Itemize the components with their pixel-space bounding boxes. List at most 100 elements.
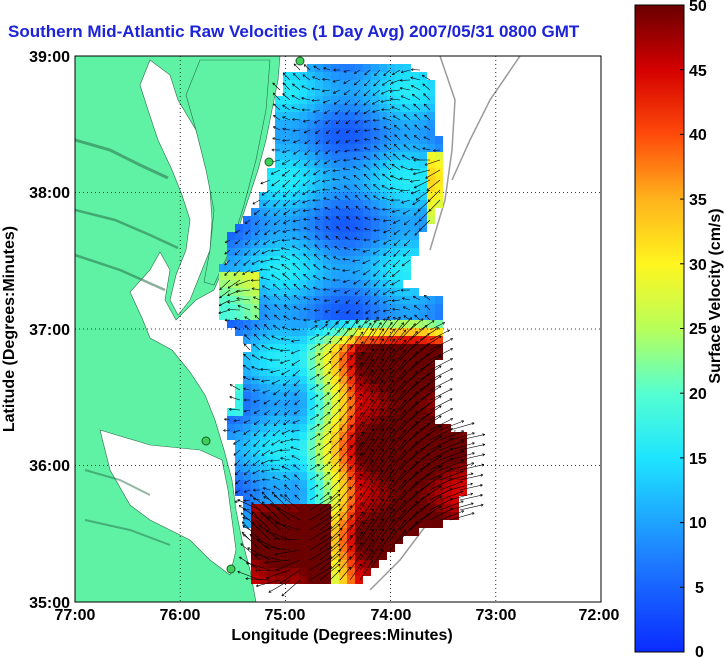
velocity-arrow-head (316, 494, 319, 498)
velocity-cell (363, 152, 371, 160)
velocity-arrow (292, 189, 301, 197)
velocity-arrow-head (403, 519, 406, 522)
velocity-arrow-head (413, 214, 417, 216)
velocity-arrow-head (422, 83, 424, 87)
velocity-arrow-head (357, 325, 361, 327)
velocity-arrow-head (461, 430, 465, 433)
velocity-arrow-head (250, 270, 253, 273)
velocity-arrow-head (338, 418, 342, 420)
velocity-arrow (369, 498, 385, 521)
velocity-arrow-head (373, 207, 376, 210)
velocity-arrow-head (383, 163, 386, 165)
velocity-cell (307, 464, 315, 472)
velocity-cell (339, 536, 347, 544)
velocity-arrow (271, 491, 291, 511)
velocity-cell (251, 488, 259, 496)
velocity-arrow-head (218, 312, 222, 314)
velocity-cell (363, 504, 371, 512)
velocity-cell (283, 296, 291, 304)
velocity-arrow (324, 244, 331, 251)
velocity-cell (243, 496, 251, 504)
velocity-arrow (260, 512, 281, 531)
velocity-arrow (323, 255, 331, 261)
velocity-arrow-head (293, 63, 295, 67)
velocity-cell (275, 288, 283, 296)
velocity-arrow-head (343, 281, 346, 283)
velocity-cell (347, 216, 355, 224)
velocity-arrow-head (383, 163, 385, 166)
velocity-arrow-head (364, 228, 367, 231)
velocity-cell (347, 128, 355, 136)
velocity-arrow (359, 348, 375, 371)
velocity-arrow (355, 205, 361, 211)
velocity-cell (363, 120, 371, 128)
velocity-arrow (425, 169, 441, 179)
velocity-cell (299, 280, 307, 288)
velocity-cell (363, 320, 371, 328)
velocity-arrow-head (400, 189, 403, 192)
velocity-arrow-head (339, 469, 341, 473)
velocity-arrow-head (243, 508, 246, 511)
velocity-cell (331, 176, 339, 184)
velocity-cell (331, 152, 339, 160)
velocity-arrow (309, 474, 319, 481)
velocity-arrow-head (400, 288, 404, 291)
velocity-cell (395, 344, 403, 352)
velocity-cell (371, 184, 379, 192)
velocity-cell (379, 528, 387, 536)
velocity-arrow (433, 149, 441, 151)
velocity-arrow-head (261, 381, 264, 383)
velocity-arrow (329, 469, 341, 481)
x-tick-label: 72:00 (579, 607, 620, 624)
velocity-arrow-head (415, 421, 418, 423)
velocity-arrow-head (311, 88, 314, 91)
velocity-arrow (429, 418, 453, 431)
velocity-cell (363, 256, 371, 264)
velocity-cell (331, 136, 339, 144)
velocity-arrow (219, 279, 231, 290)
velocity-arrow-head (423, 93, 425, 97)
velocity-cell (419, 456, 427, 464)
velocity-arrow-head (381, 428, 384, 431)
velocity-arrow-head (253, 400, 256, 403)
velocity-arrow-head (235, 290, 238, 292)
velocity-arrow-head (253, 334, 256, 337)
velocity-arrow-head (413, 103, 417, 105)
velocity-arrow-head (364, 194, 368, 196)
velocity-arrow-head (229, 384, 232, 387)
velocity-arrow-head (303, 274, 305, 277)
velocity-arrow-head (302, 74, 305, 78)
velocity-arrow-head (292, 118, 295, 120)
velocity-arrow-head (329, 421, 331, 425)
velocity-cell (371, 552, 379, 560)
velocity-arrow (218, 299, 231, 306)
velocity-arrow-head (382, 309, 386, 312)
velocity-arrow (346, 216, 351, 221)
velocity-arrow-head (428, 393, 430, 396)
velocity-arrow (262, 439, 271, 447)
velocity-arrow (383, 309, 391, 312)
velocity-arrow-head (281, 247, 284, 249)
velocity-cell (307, 216, 315, 224)
velocity-arrow (363, 269, 371, 276)
velocity-arrow-head (271, 442, 273, 446)
velocity-cell (299, 72, 307, 80)
velocity-cell (395, 360, 403, 368)
velocity-cell (315, 120, 323, 128)
velocity-arrow-head (270, 347, 273, 350)
velocity-arrow-head (253, 445, 257, 447)
velocity-arrow (402, 298, 411, 301)
velocity-arrow-head (234, 472, 237, 475)
velocity-arrow (359, 359, 374, 381)
velocity-cell (427, 360, 435, 368)
velocity-arrow (283, 315, 291, 321)
velocity-arrow-head (389, 322, 393, 324)
velocity-cell (267, 352, 275, 360)
velocity-arrow (227, 299, 241, 303)
velocity-cell (315, 168, 323, 176)
velocity-cell (355, 216, 363, 224)
velocity-arrow-head (393, 221, 396, 224)
velocity-arrow (336, 216, 341, 221)
velocity-arrow (315, 226, 321, 231)
velocity-arrow (359, 560, 373, 581)
